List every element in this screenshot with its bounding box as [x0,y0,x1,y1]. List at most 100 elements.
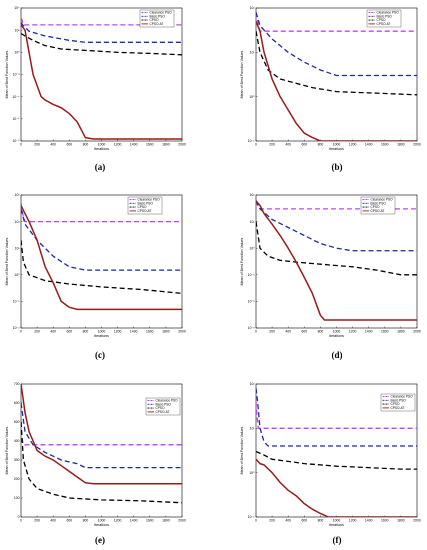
chart-panel: 0 200 400 600 800 1000 1200 1400 1600 1800 2000 10⁴… [5,6,186,151]
x-tick-label: 1800 [397,330,405,334]
x-tick-label: 200 [34,519,40,523]
x-tick-label: 1800 [397,143,405,147]
series-line-cpso [21,32,182,56]
x-tick-label: 600 [66,330,72,334]
plot-frame [255,7,418,142]
y-tick-label: 10⁻¹ [248,273,256,277]
x-tick-label: 1400 [365,519,373,523]
x-tick-label: 1600 [381,519,389,523]
series-line-cpso_at [21,205,182,311]
x-tick-label: 2000 [178,330,186,334]
x-tick-label: 2000 [178,519,186,523]
x-tick-label: 0 [255,330,257,334]
x-tick-label: 800 [318,330,324,334]
legend-entry: Clearance PSO [138,198,161,202]
y-tick-label: 10¹ [250,427,256,431]
x-tick-label: 2000 [413,519,421,523]
y-tick-label: 10⁻¹ [13,300,21,304]
x-tick-label: 2000 [178,143,186,147]
series-line-basic [21,22,182,43]
y-tick-label: 10² [250,6,256,10]
series-line-clearance [21,202,182,223]
x-tick-label: 1200 [349,330,357,334]
legend-entry: Basic PSO [150,14,166,18]
x-tick-label: 1200 [349,143,357,147]
y-tick-label: 10² [250,193,256,197]
x-tick-label: 1400 [365,143,373,147]
legend-entry: CPSO-AT [391,406,405,410]
series-line-clearance [21,17,182,26]
x-axis-label: Iterations [94,334,109,338]
y-axis-label: Mean of Best Function Values [240,426,244,474]
x-tick-label: 400 [285,519,291,523]
y-tick-label: 10⁰ [249,246,255,250]
x-tick-label: 400 [285,330,291,334]
y-tick-label: 100 [14,496,20,500]
x-tick-label: 0 [255,519,257,523]
y-tick-label: 10⁻¹ [248,139,256,143]
x-tick-label: 600 [66,519,72,523]
legend-entry: CPSO-AT [150,22,164,26]
chart-panel: 0 200 400 600 800 1000 1200 1400 1600 1800 2000 10²… [240,6,421,151]
legend-entry: Clearance PSO [391,395,414,399]
x-tick-label: 1800 [162,330,170,334]
y-tick-label: 10⁰ [249,471,255,475]
x-tick-label: 1800 [397,519,405,523]
chart-panel: 0 200 400 600 800 1000 1200 1400 1600 1800 2000 10²… [240,193,421,338]
series-line-cpso_at [256,200,417,321]
x-tick-label: 2000 [413,330,421,334]
y-tick-label: 10⁰ [14,51,20,55]
x-tick-label: 1000 [98,143,106,147]
legend-box [139,9,175,28]
legend-entry: Clearance PSO [156,399,179,403]
x-tick-label: 1600 [381,330,389,334]
x-tick-label: 1200 [349,519,357,523]
panel-caption: (b) [332,162,343,172]
x-tick-label: 1000 [98,330,106,334]
legend-entry: CPSO [377,18,387,22]
y-tick-label: 10¹ [250,220,256,224]
x-axis-label: Iterations [329,523,344,527]
panel-caption: (c) [95,350,105,360]
x-tick-label: 1200 [114,330,122,334]
legend-entry: CPSO-AT [371,209,385,213]
legend-box [360,196,396,215]
legend-entry: CPSO [150,18,160,22]
plot-frame [20,7,183,142]
plot-frame [20,194,183,329]
legend-entry: CPSO-AT [377,22,391,26]
y-tick-label: 600 [14,401,20,405]
y-tick-label: 10⁴ [14,6,20,10]
legend-entry: CPSO-AT [138,209,152,213]
y-tick-label: 700 [14,382,20,386]
x-tick-label: 1400 [130,519,138,523]
legend-entry: CPSO [156,406,166,410]
panel-caption: (d) [332,350,343,360]
series-line-basic [21,208,182,271]
y-tick-label: 10³ [15,193,21,197]
x-tick-label: 1200 [114,519,122,523]
legend-entry: Basic PSO [156,402,172,406]
x-tick-label: 1600 [381,143,389,147]
x-tick-label: 1000 [98,519,106,523]
x-tick-label: 200 [269,330,275,334]
x-tick-label: 1000 [333,330,341,334]
y-tick-label: 200 [14,477,20,481]
series-line-cpso [21,421,182,504]
y-axis-label: Mean of Best Function Values [5,237,9,285]
series-line-cpso_at [256,21,417,141]
legend-entry: CPSO-AT [156,410,170,414]
legend-entry: CPSO [391,402,401,406]
y-axis-label: Mean of Best Function Values [5,50,9,98]
legend-box [145,397,181,416]
legend-box [380,393,416,412]
x-tick-label: 800 [318,519,324,523]
x-tick-label: 1400 [130,330,138,334]
series-line-basic [256,200,417,252]
legend-box [127,196,163,215]
